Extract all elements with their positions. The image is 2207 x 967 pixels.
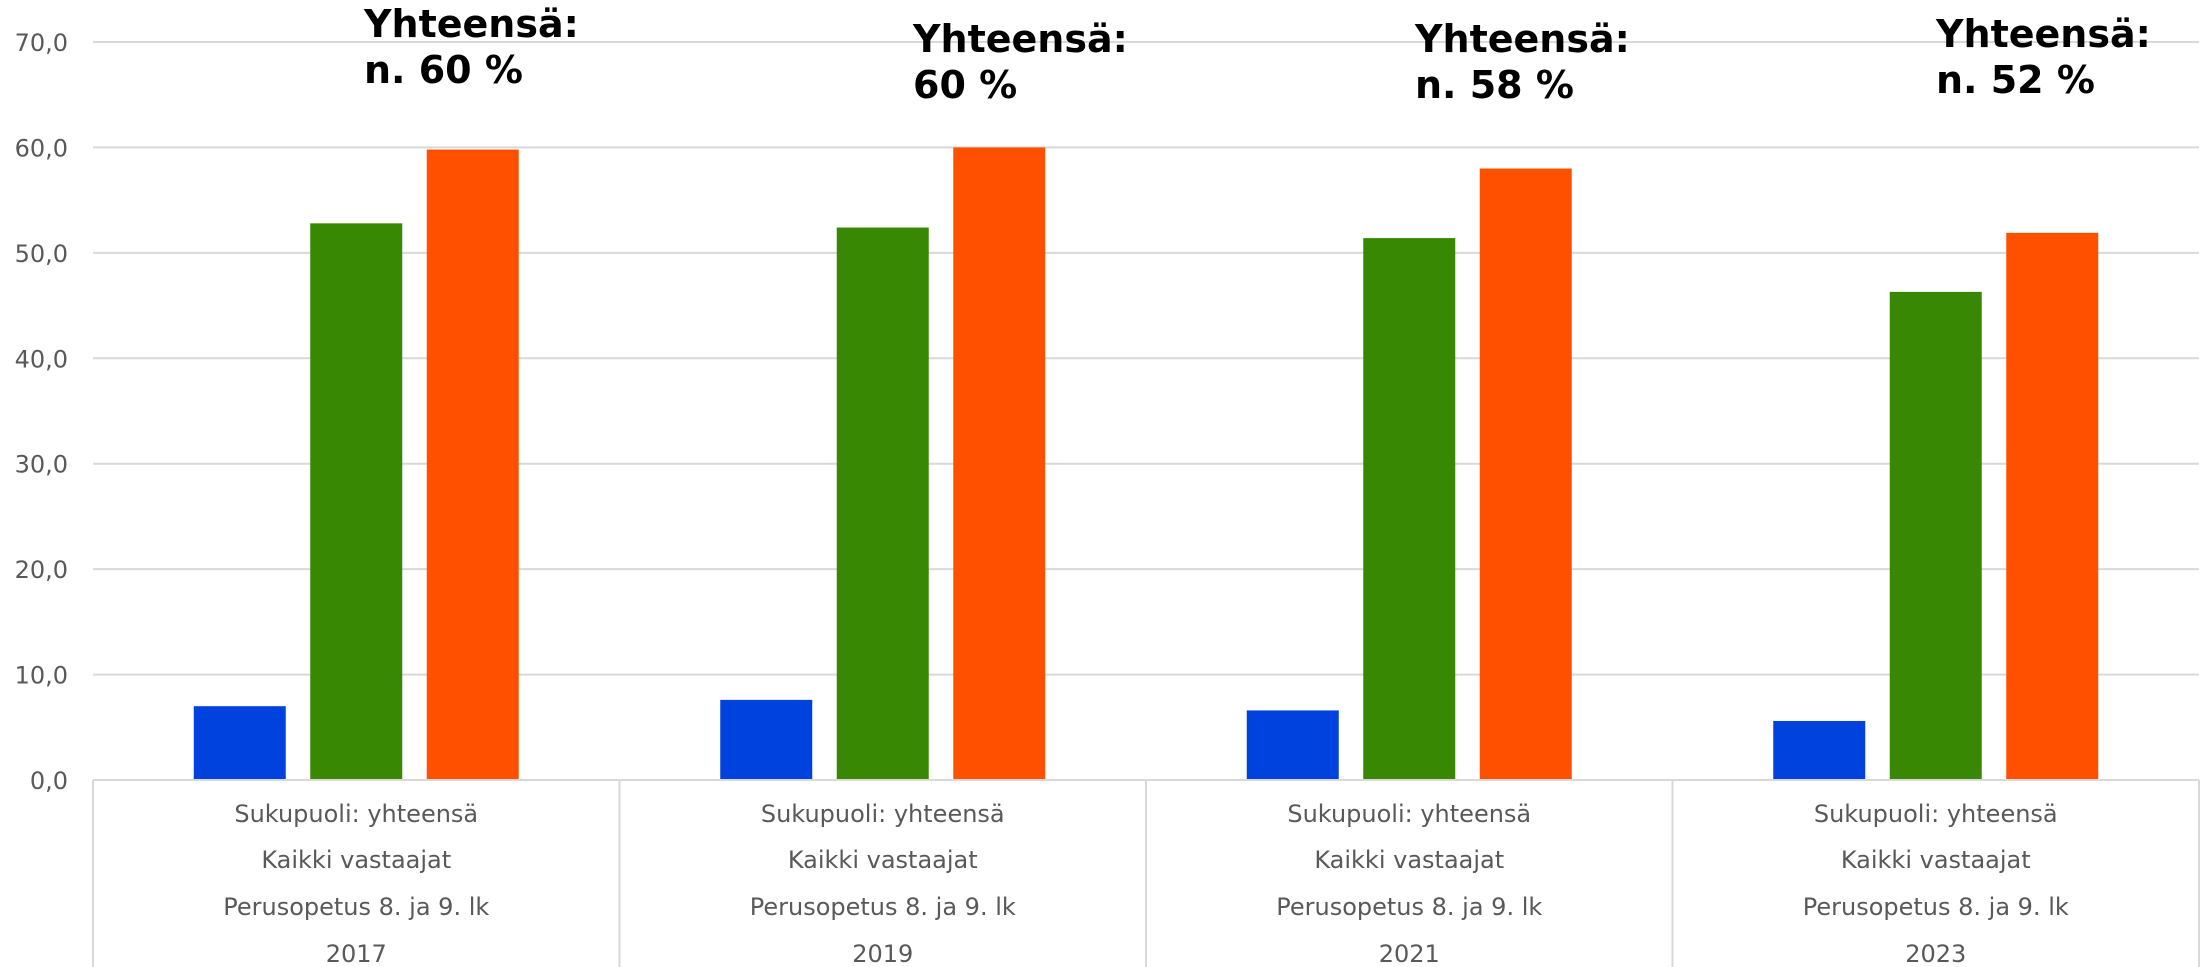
y-tick-label: 0,0 [30,767,68,795]
bars [193,147,2099,781]
gridlines [93,41,2199,781]
bar [836,227,929,780]
category-label: Perusopetus 8. ja 9. lk [223,893,489,921]
category-label: Perusopetus 8. ja 9. lk [1803,893,2069,921]
bar [1479,168,1572,780]
y-tick-label: 20,0 [15,556,68,584]
category-label: Kaikki vastaajat [1314,846,1504,874]
category-label: Kaikki vastaajat [261,846,451,874]
bar [720,699,813,780]
x-axis: Sukupuoli: yhteensä Kaikki vastaajat Perus… [92,779,2200,967]
bar [1773,720,1866,780]
total-annotation-value: 60 % [913,63,1017,107]
total-annotation-label: Yhteensä: [912,17,1128,61]
y-tick-label: 50,0 [15,240,68,268]
category-label: 2017 [326,940,387,967]
y-tick-label: 30,0 [15,451,68,479]
total-annotation-label: Yhteensä: [363,2,579,46]
category-label: Kaikki vastaajat [788,846,978,874]
bar [426,149,519,781]
bar [193,706,286,780]
category-label: Sukupuoli: yhteensä [234,800,478,828]
total-annotation-value: n. 58 % [1415,63,1574,107]
bar [1246,710,1339,780]
category-label: Sukupuoli: yhteensä [1814,800,2058,828]
category-label: 2023 [1905,940,1966,967]
category-label: 2019 [852,940,913,967]
y-axis: 0,0 10,0 20,0 30,0 40,0 50,0 60,0 70,0 [15,29,68,795]
bar [1363,238,1456,780]
y-tick-label: 40,0 [15,345,68,373]
total-annotation-value: n. 52 % [1936,58,2095,102]
total-annotation-value: n. 60 % [364,48,523,92]
y-tick-label: 70,0 [15,29,68,57]
total-annotation-label: Yhteensä: [1414,17,1630,61]
y-tick-label: 10,0 [15,662,68,690]
bar [1889,291,1982,780]
total-annotation-label: Yhteensä: [1935,12,2151,56]
category-label: Sukupuoli: yhteensä [761,800,1005,828]
category-label: Sukupuoli: yhteensä [1287,800,1531,828]
category-label: 2021 [1379,940,1440,967]
category-label: Kaikki vastaajat [1841,846,2031,874]
bar [2006,232,2099,781]
category-label: Perusopetus 8. ja 9. lk [750,893,1016,921]
y-tick-label: 60,0 [15,134,68,162]
bar [310,223,403,780]
category-label: Perusopetus 8. ja 9. lk [1276,893,1542,921]
annotations: Yhteensä:n. 60 %Yhteensä:60 %Yhteensä:n.… [363,2,2151,107]
bar [953,147,1046,780]
